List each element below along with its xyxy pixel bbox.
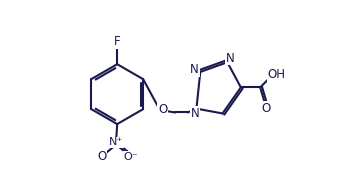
Text: N: N (190, 107, 199, 120)
Text: O⁻: O⁻ (123, 152, 138, 162)
Text: O: O (261, 102, 270, 115)
Text: N: N (226, 52, 235, 64)
Text: O: O (97, 151, 106, 163)
Text: O: O (158, 103, 167, 116)
Text: N⁺: N⁺ (109, 137, 123, 147)
Text: N: N (190, 64, 199, 76)
Text: OH: OH (267, 68, 285, 81)
Text: F: F (114, 35, 121, 48)
